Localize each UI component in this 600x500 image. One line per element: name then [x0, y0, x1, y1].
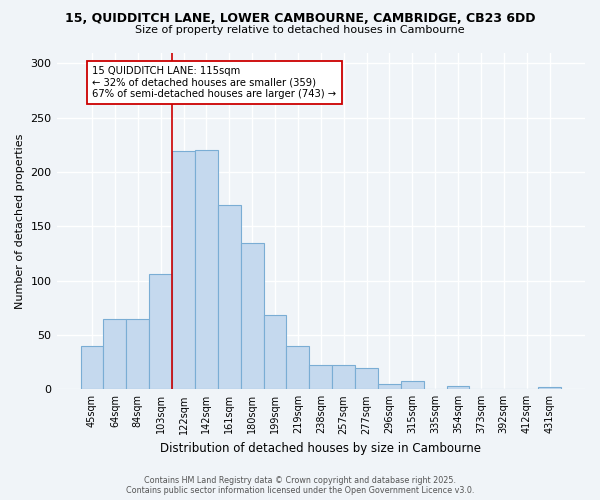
Text: 15 QUIDDITCH LANE: 115sqm
← 32% of detached houses are smaller (359)
67% of semi: 15 QUIDDITCH LANE: 115sqm ← 32% of detac… — [92, 66, 337, 98]
Bar — [172, 152, 195, 390]
Bar — [195, 150, 218, 390]
Bar — [263, 316, 286, 390]
Text: Contains HM Land Registry data © Crown copyright and database right 2025.
Contai: Contains HM Land Registry data © Crown c… — [126, 476, 474, 495]
Bar — [378, 384, 401, 390]
Bar — [332, 366, 355, 390]
X-axis label: Distribution of detached houses by size in Cambourne: Distribution of detached houses by size … — [160, 442, 481, 455]
Text: 15, QUIDDITCH LANE, LOWER CAMBOURNE, CAMBRIDGE, CB23 6DD: 15, QUIDDITCH LANE, LOWER CAMBOURNE, CAM… — [65, 12, 535, 26]
Text: Size of property relative to detached houses in Cambourne: Size of property relative to detached ho… — [135, 25, 465, 35]
Bar — [355, 368, 378, 390]
Bar — [241, 242, 263, 390]
Bar — [538, 387, 561, 390]
Y-axis label: Number of detached properties: Number of detached properties — [15, 133, 25, 308]
Bar — [80, 346, 103, 390]
Bar — [401, 380, 424, 390]
Bar — [127, 318, 149, 390]
Bar — [218, 204, 241, 390]
Bar — [149, 274, 172, 390]
Bar — [286, 346, 310, 390]
Bar — [310, 366, 332, 390]
Bar — [446, 386, 469, 390]
Bar — [103, 318, 127, 390]
